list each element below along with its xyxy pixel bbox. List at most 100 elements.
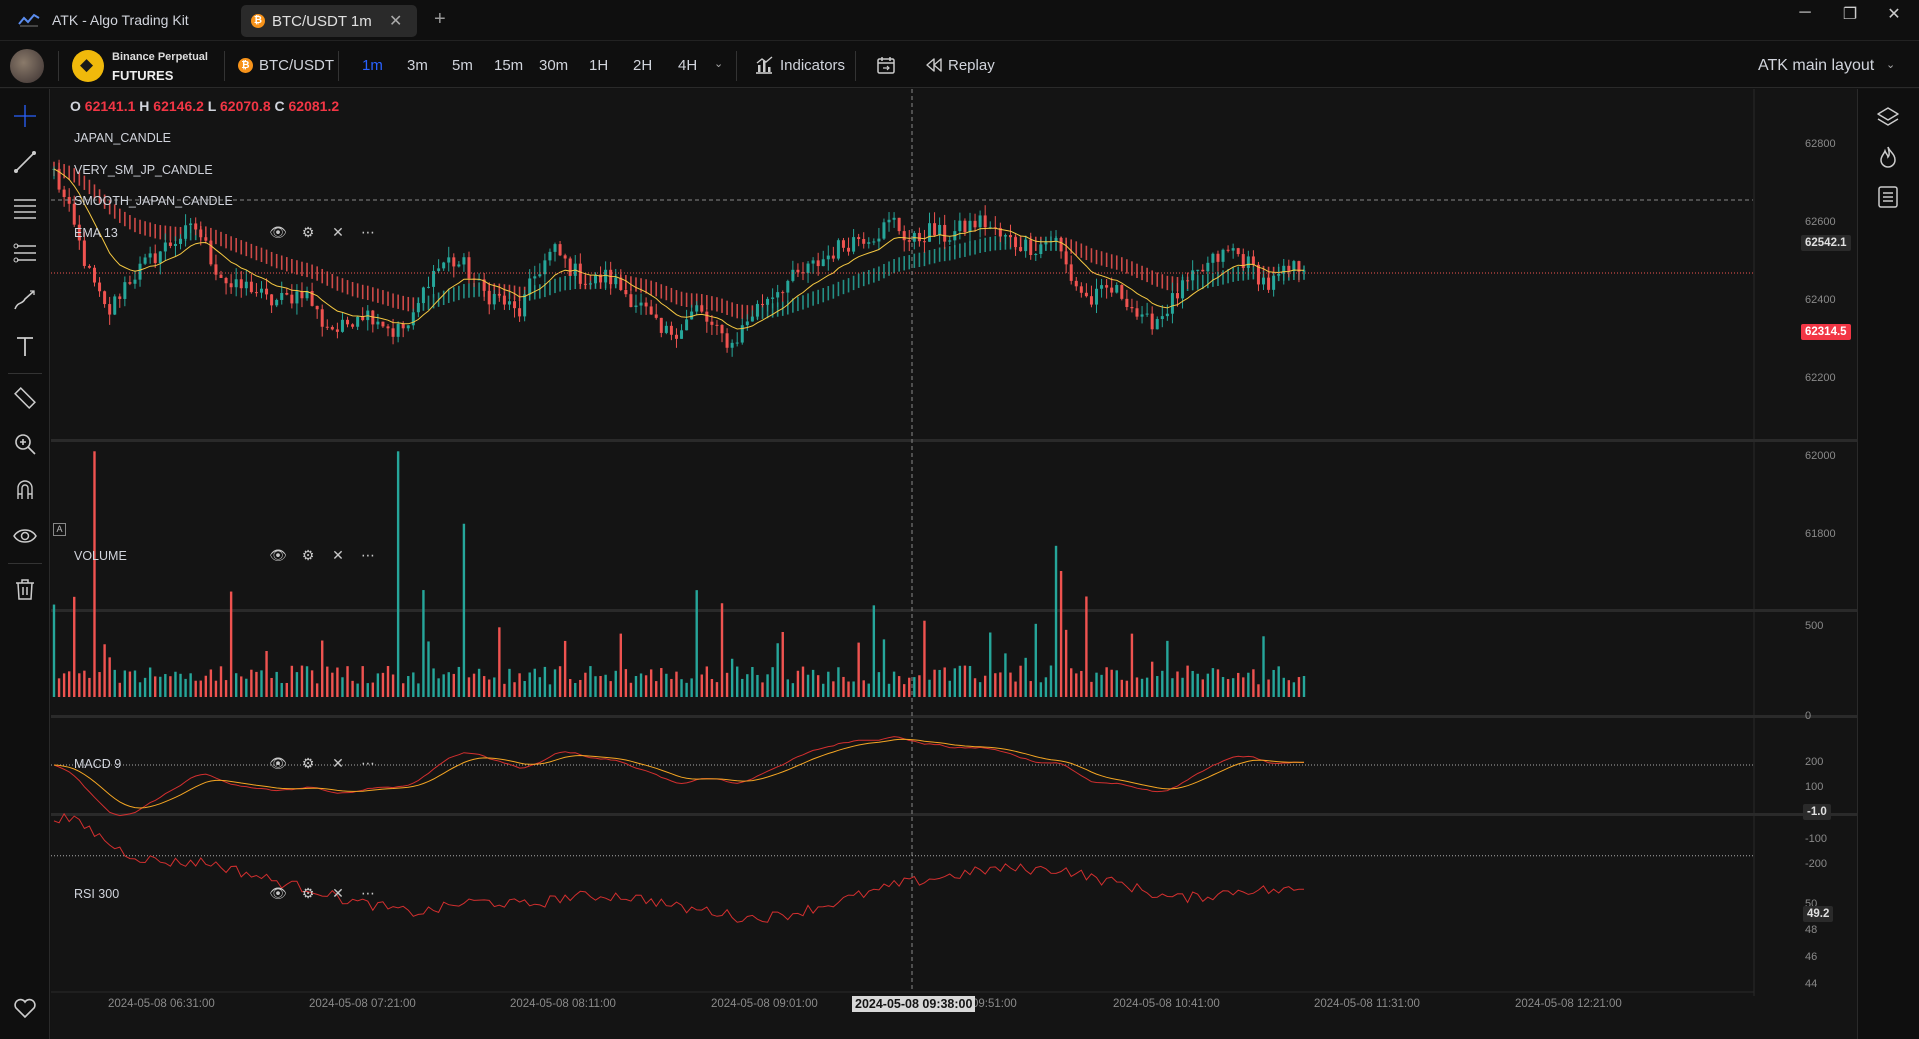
- candle-body: [816, 260, 820, 267]
- hide-eye-icon[interactable]: 👁: [269, 755, 287, 771]
- settings-gear-icon[interactable]: ⚙: [301, 547, 315, 563]
- restore-button[interactable]: ❐: [1842, 6, 1858, 23]
- volume-bar: [604, 674, 607, 697]
- more-dots-icon[interactable]: ⋯: [361, 547, 375, 563]
- more-dots-icon[interactable]: ⋯: [361, 224, 375, 240]
- last-price-label: 62314.5: [1801, 324, 1851, 340]
- volume-bar: [872, 605, 876, 697]
- chart-canvas[interactable]: [51, 89, 1857, 1039]
- visibility-tool[interactable]: [12, 523, 38, 549]
- indicators-button[interactable]: Indicators: [780, 57, 846, 74]
- zoom-tool[interactable]: [12, 431, 38, 457]
- settings-gear-icon[interactable]: ⚙: [301, 885, 315, 901]
- volume-bar: [1297, 677, 1301, 697]
- indicator-ema-13[interactable]: EMA 13: [74, 226, 118, 240]
- volume-bar: [1191, 670, 1194, 697]
- timeframe-2h[interactable]: 2H: [633, 57, 653, 74]
- candle-body: [1246, 256, 1250, 268]
- close-window-button[interactable]: ✕: [1887, 6, 1901, 23]
- magnet-tool[interactable]: [12, 477, 38, 503]
- brush-tool[interactable]: [12, 287, 38, 313]
- candle-body: [740, 325, 744, 343]
- timeframe-3m[interactable]: 3m: [407, 57, 428, 74]
- fib-retracement-tool[interactable]: [12, 241, 38, 267]
- volume-bar: [407, 676, 410, 697]
- timeframe-more-chevron-icon[interactable]: ⌄: [714, 58, 724, 70]
- time-tick: 2024-05-08 11:31:00: [1314, 998, 1420, 1010]
- layers-icon[interactable]: [1876, 105, 1900, 129]
- symbol-selector[interactable]: BTC/USDT: [259, 57, 334, 74]
- candle-body: [305, 290, 309, 299]
- volume-bar: [1150, 661, 1154, 697]
- candle-body: [599, 274, 603, 283]
- layout-selector[interactable]: ATK main layout: [1758, 57, 1875, 74]
- bitcoin-icon: ₿: [251, 14, 265, 28]
- timeframe-1h[interactable]: 1H: [589, 57, 609, 74]
- more-dots-icon[interactable]: ⋯: [361, 755, 375, 771]
- candle-body: [330, 327, 334, 330]
- price-tick: 61800: [1805, 528, 1836, 540]
- replay-button[interactable]: Replay: [948, 57, 995, 74]
- candle-body: [356, 316, 360, 327]
- candle-body: [1292, 261, 1296, 271]
- favorites-tool[interactable]: [12, 995, 38, 1021]
- timeframe-5m[interactable]: 5m: [452, 57, 473, 74]
- settings-gear-icon[interactable]: ⚙: [301, 755, 315, 771]
- minimize-button[interactable]: ─: [1799, 4, 1811, 21]
- timeframe-15m[interactable]: 15m: [494, 57, 524, 74]
- ema-controls: 👁 ⚙ ✕ ⋯: [269, 223, 379, 241]
- volume-bar: [229, 591, 233, 697]
- timeframe-1m[interactable]: 1m: [362, 57, 383, 74]
- hide-eye-icon[interactable]: 👁: [269, 224, 287, 240]
- ruler-tool[interactable]: [12, 385, 38, 411]
- indicator-very-sm-jp-candle[interactable]: VERY_SM_JP_CANDLE: [74, 163, 213, 177]
- trend-line-tool[interactable]: [12, 149, 38, 175]
- tab-btc-usdt-1m[interactable]: ₿ BTC/USDT 1m ✕: [241, 5, 417, 37]
- timeframe-4h[interactable]: 4H: [678, 57, 698, 74]
- avatar[interactable]: [10, 49, 44, 83]
- remove-close-icon[interactable]: ✕: [332, 224, 344, 240]
- candle-body: [933, 223, 937, 236]
- ruler-icon: [14, 387, 36, 409]
- tab-close-icon[interactable]: ✕: [389, 13, 403, 30]
- volume-bar: [113, 669, 116, 697]
- candle-body: [82, 240, 86, 266]
- remove-close-icon[interactable]: ✕: [332, 755, 344, 771]
- candle-body: [280, 292, 284, 300]
- remove-close-icon[interactable]: ✕: [332, 885, 344, 901]
- candle-body: [1287, 265, 1291, 271]
- replay-rewind-icon[interactable]: [924, 55, 944, 75]
- hot-flame-icon[interactable]: [1876, 145, 1900, 169]
- volume-bar: [923, 620, 926, 697]
- candle-body: [968, 220, 972, 233]
- text-tool[interactable]: [12, 333, 38, 359]
- horizontal-lines-tool[interactable]: [12, 195, 38, 221]
- chart-area[interactable]: O 62141.1 H 62146.2 L 62070.8 C 62081.2 …: [51, 89, 1857, 1039]
- candle-body: [401, 323, 405, 329]
- remove-close-icon[interactable]: ✕: [332, 547, 344, 563]
- indicator-smooth-japan-candle[interactable]: SMOOTH_JAPAN_CANDLE: [74, 194, 233, 208]
- settings-gear-icon[interactable]: ⚙: [301, 224, 315, 240]
- more-dots-icon[interactable]: ⋯: [361, 885, 375, 901]
- candle-body: [1115, 284, 1119, 293]
- hide-eye-icon[interactable]: 👁: [269, 885, 287, 901]
- candle-body: [998, 227, 1002, 237]
- order-list-icon[interactable]: [1876, 185, 1900, 209]
- delete-drawings-tool[interactable]: [12, 576, 38, 602]
- hide-eye-icon[interactable]: 👁: [269, 547, 287, 563]
- indicators-chart-icon[interactable]: [754, 55, 774, 75]
- crosshair-tool[interactable]: [12, 103, 38, 129]
- candle-body: [705, 311, 709, 322]
- candle-body: [381, 321, 385, 327]
- volume-bar: [968, 665, 972, 697]
- indicator-japan-candle[interactable]: JAPAN_CANDLE: [74, 131, 172, 145]
- auto-scale-badge[interactable]: A: [53, 523, 66, 536]
- horizontal-lines-icon: [14, 199, 36, 219]
- candle-body: [310, 290, 314, 306]
- new-tab-plus-icon[interactable]: +: [434, 8, 446, 30]
- layout-chevron-down-icon[interactable]: ⌄: [1886, 59, 1896, 71]
- candle-body: [300, 291, 304, 299]
- candle-body: [1272, 275, 1276, 290]
- timeframe-30m[interactable]: 30m: [539, 57, 569, 74]
- calendar-icon[interactable]: [876, 55, 896, 75]
